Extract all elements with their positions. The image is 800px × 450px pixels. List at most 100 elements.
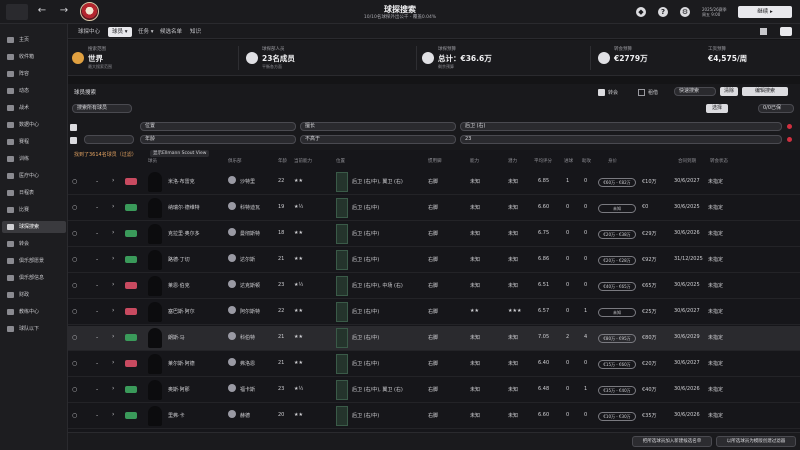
- filter-value-dropdown[interactable]: 后卫 (右): [460, 122, 782, 131]
- view-selector[interactable]: 显示Ellmann Scout View: [150, 150, 210, 157]
- club-crest-icon[interactable]: [80, 2, 99, 21]
- row-select-icon[interactable]: ○: [72, 334, 78, 341]
- sidebar-item-training[interactable]: 训练: [2, 153, 66, 165]
- player-name[interactable]: 莱尔斯·阿德: [168, 361, 195, 367]
- sidebar-item-squad[interactable]: 阵容: [2, 68, 66, 80]
- sidebar-item-coaching[interactable]: 教练中心: [2, 306, 66, 318]
- back-arrow-icon[interactable]: ←: [37, 5, 47, 16]
- expand-chevron-icon[interactable]: ›: [112, 229, 115, 236]
- gear-icon[interactable]: ⚙: [680, 7, 690, 17]
- player-name[interactable]: 塞巴斯·阿尔: [168, 309, 195, 315]
- summary-card-range[interactable]: 搜索范围 世界 最大搜索范围: [72, 44, 232, 72]
- header-position[interactable]: 位置: [336, 159, 345, 164]
- club-name[interactable]: 达尔斯: [240, 257, 256, 263]
- summary-card-scouting-budget[interactable]: 球探预算 总计：€36.6万 剩余预算: [422, 44, 582, 72]
- expand-chevron-icon[interactable]: ›: [112, 333, 115, 340]
- header-status[interactable]: 转会状态: [710, 159, 728, 164]
- player-name[interactable]: 米洛·布雷克: [168, 179, 195, 185]
- club-name[interactable]: 科伯特: [240, 335, 256, 341]
- table-row[interactable]: ○ - › 未知 纳瑞尔·德维特 科特迪瓦 19 ★½ 后卫 (右/中) 右脚 未知 未知 6.60 0 0…: [68, 196, 800, 221]
- table-row[interactable]: ○ - › €20万 - €28万 路德·丁切 达尔斯 21 ★★ 后卫 (右/中) 右脚 未知 未知…: [68, 248, 800, 273]
- table-row[interactable]: ○ - › €20万 - €38万 克拉里·奥尔多 曼彻斯特 18 ★★ 后卫 (右/中) 右脚 未…: [68, 222, 800, 247]
- tab-shortlist[interactable]: 候选名单: [160, 29, 183, 35]
- summary-card-wage-budget[interactable]: 工资预算 €4,575/周: [688, 44, 788, 72]
- club-name[interactable]: 科特迪瓦: [240, 205, 261, 211]
- header-potential[interactable]: 潜力: [508, 159, 517, 164]
- table-row[interactable]: ○ - › €10万 - €30万 里弗·卡 赫德 20 ★★ 后卫 (右/中) 右脚 未知 未知 6.…: [68, 404, 800, 429]
- header-value[interactable]: 身价: [608, 159, 617, 164]
- player-name[interactable]: 里弗·卡: [168, 413, 185, 419]
- table-row[interactable]: ○ - › €60万 - €82万 米洛·布雷克 沙特里 22 ★★ 后卫 (右/中), 翼卫 …: [68, 170, 800, 195]
- expand-chevron-icon[interactable]: ›: [112, 411, 115, 418]
- header-goals[interactable]: 进球: [564, 159, 573, 164]
- expand-chevron-icon[interactable]: ›: [112, 203, 115, 210]
- expand-chevron-icon[interactable]: ›: [112, 177, 115, 184]
- row-select-icon[interactable]: ○: [72, 178, 78, 185]
- row-select-icon[interactable]: ○: [72, 256, 78, 263]
- filter-field-dropdown[interactable]: 年龄: [140, 135, 296, 144]
- edit-search-button[interactable]: 编辑搜索: [742, 87, 788, 96]
- summary-card-staff[interactable]: 球探部人员 23名成员 平衡各方面: [246, 44, 406, 72]
- game-date[interactable]: 2025/26赛季 周五 9:00: [702, 7, 727, 17]
- sidebar-item-club-info[interactable]: 俱乐部信息: [2, 272, 66, 284]
- menu-icon[interactable]: [780, 27, 792, 36]
- filter-row-check[interactable]: [70, 137, 77, 144]
- player-name[interactable]: 朗斯·马: [168, 335, 185, 341]
- sidebar-item-schedule[interactable]: 日程表: [2, 187, 66, 199]
- expand-chevron-icon[interactable]: ›: [112, 307, 115, 314]
- club-name[interactable]: 弗洛恩: [240, 361, 256, 367]
- table-row[interactable]: ○ - › €15万 - €60万 莱尔斯·阿德 弗洛恩 21 ★★ 后卫 (右/中) 右脚 未知 未…: [68, 352, 800, 377]
- continue-button[interactable]: 继续 ▸: [738, 6, 792, 18]
- expand-chevron-icon[interactable]: ›: [112, 255, 115, 262]
- header-avg-rating[interactable]: 平均评分: [534, 159, 552, 164]
- expand-chevron-icon[interactable]: ›: [112, 281, 115, 288]
- player-name[interactable]: 路德·丁切: [168, 257, 190, 263]
- club-name[interactable]: 达克斯顿: [240, 283, 261, 289]
- filter-row-check[interactable]: [70, 124, 77, 131]
- sidebar-item-dynamics[interactable]: 动态: [2, 85, 66, 97]
- sidebar-item-medical[interactable]: 医疗中心: [2, 170, 66, 182]
- tab-players[interactable]: 球员 ▾: [108, 27, 132, 37]
- header-club[interactable]: 俱乐部: [228, 159, 242, 164]
- add-to-shortlist-button[interactable]: 把所选球员加入新建候选名单: [632, 436, 712, 447]
- sidebar-item-scouting[interactable]: 球探搜索: [2, 221, 66, 233]
- expand-chevron-icon[interactable]: ›: [112, 385, 115, 392]
- row-select-icon[interactable]: ○: [72, 308, 78, 315]
- club-name[interactable]: 沙特里: [240, 179, 256, 185]
- header-assists[interactable]: 助攻: [582, 159, 591, 164]
- club-name[interactable]: 阿尔斯特: [240, 309, 261, 315]
- tab-assignments[interactable]: 任务 ▾: [138, 29, 154, 35]
- sidebar-item-home[interactable]: 主页: [2, 34, 66, 46]
- forward-arrow-icon[interactable]: →: [59, 5, 69, 16]
- saved-filters-dropdown[interactable]: 0/0已保: [758, 104, 794, 113]
- apply-filter-button[interactable]: 选择: [706, 104, 728, 113]
- row-select-icon[interactable]: ○: [72, 230, 78, 237]
- sidebar-item-matches[interactable]: 比赛: [2, 204, 66, 216]
- player-name[interactable]: 克拉里·奥尔多: [168, 231, 200, 237]
- clear-button[interactable]: 清除: [720, 87, 738, 96]
- toggle-transfer-check[interactable]: [598, 89, 605, 96]
- quick-search-dropdown[interactable]: 快速搜索: [674, 87, 716, 96]
- table-row[interactable]: ○ - › €35万 - €40万 奥斯·阿那 福卡斯 23 ★½ 后卫 (右/中), 翼卫 (…: [68, 378, 800, 403]
- sidebar-item-fixtures[interactable]: 赛程: [2, 136, 66, 148]
- header-contract[interactable]: 合同到期: [678, 159, 696, 164]
- home-icon[interactable]: [760, 28, 767, 35]
- header-rating[interactable]: 当前能力: [294, 159, 312, 164]
- club-name[interactable]: 赫德: [240, 413, 251, 419]
- help-icon[interactable]: ?: [658, 7, 668, 17]
- player-name[interactable]: 莱恩·伯克: [168, 283, 190, 289]
- filter-operator-dropdown[interactable]: 擅长: [300, 122, 456, 131]
- search-scope-dropdown[interactable]: 搜索所有球员: [72, 104, 132, 113]
- filter-value-dropdown[interactable]: 23: [460, 135, 782, 144]
- sidebar-item-finances[interactable]: 财政: [2, 289, 66, 301]
- tab-knowledge[interactable]: 知识: [190, 29, 202, 35]
- sidebar-item-transfers[interactable]: 转会: [2, 238, 66, 250]
- table-row[interactable]: ○ - › 未知 塞巴斯·阿尔 阿尔斯特 22 ★★ 后卫 (右/中) 右脚 ★★ ★★★ 6.57 0 1…: [68, 300, 800, 325]
- sidebar-item-data-hub[interactable]: 数据中心: [2, 119, 66, 131]
- tab-scouting-center[interactable]: 球探中心: [78, 29, 101, 35]
- header-player[interactable]: 球员: [148, 159, 157, 164]
- toggle-loan-check[interactable]: [638, 89, 645, 96]
- header-foot[interactable]: 惯用脚: [428, 159, 442, 164]
- filter-operator-dropdown[interactable]: 不高于: [300, 135, 456, 144]
- summary-card-transfer-budget[interactable]: 转会预算 €2779万: [598, 44, 688, 72]
